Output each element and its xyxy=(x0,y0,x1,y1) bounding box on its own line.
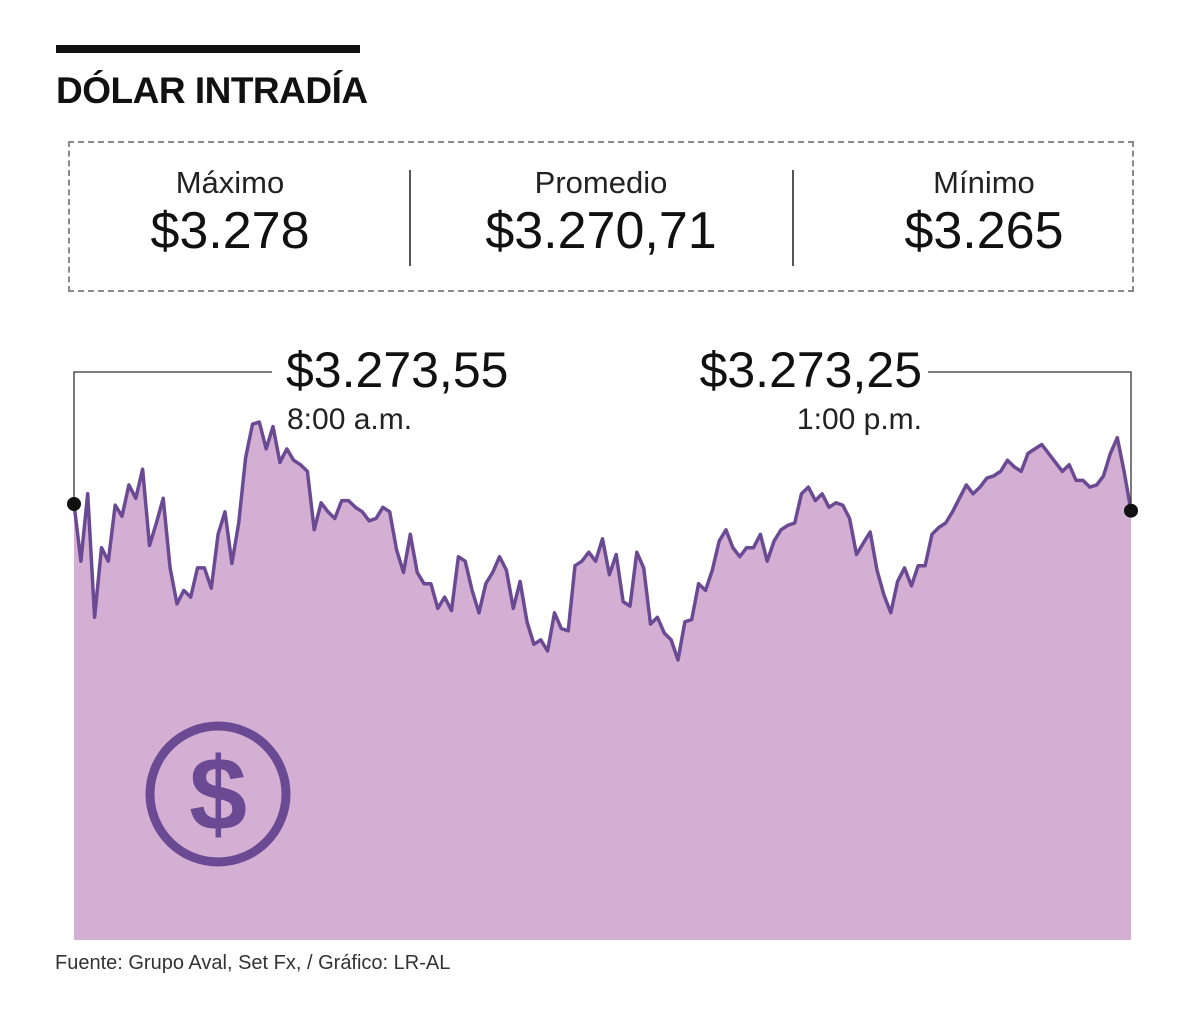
stat-average: Promedio $3.270,71 xyxy=(451,165,751,261)
title-rule xyxy=(56,45,360,53)
chart-title: DÓLAR INTRADÍA xyxy=(56,70,368,111)
open-marker xyxy=(67,497,81,511)
stat-minimum-value: $3.265 xyxy=(904,202,1064,260)
dollar-coin-icon: $ xyxy=(145,721,291,867)
stat-minimum-label: Mínimo xyxy=(933,165,1035,200)
stat-maximum-label: Máximo xyxy=(175,165,285,200)
stat-maximum-value: $3.278 xyxy=(150,202,310,260)
stats-panel: Máximo $3.278 Promedio $3.270,71 Mínimo … xyxy=(68,141,1134,292)
close-callout-leader xyxy=(928,371,1132,511)
stats-divider xyxy=(409,170,411,266)
stat-maximum: Máximo $3.278 xyxy=(80,165,380,261)
series-line xyxy=(72,420,1133,662)
close-marker xyxy=(1124,503,1138,518)
stat-minimum: Mínimo $3.265 xyxy=(834,165,1134,261)
svg-text:$: $ xyxy=(189,737,247,853)
open-callout-value: $3.273,55 xyxy=(286,342,508,398)
open-callout-time: 8:00 a.m. xyxy=(287,403,412,436)
source-note: Fuente: Grupo Aval, Set Fx, / Gráfico: L… xyxy=(55,952,451,974)
close-callout-time: 1:00 p.m. xyxy=(797,403,922,436)
stat-average-label: Promedio xyxy=(534,165,668,200)
open-callout-leader xyxy=(73,371,272,504)
stats-divider xyxy=(792,170,794,266)
stat-average-value: $3.270,71 xyxy=(485,202,717,260)
area-fill xyxy=(74,422,1131,940)
close-callout-value: $3.273,25 xyxy=(700,342,922,398)
